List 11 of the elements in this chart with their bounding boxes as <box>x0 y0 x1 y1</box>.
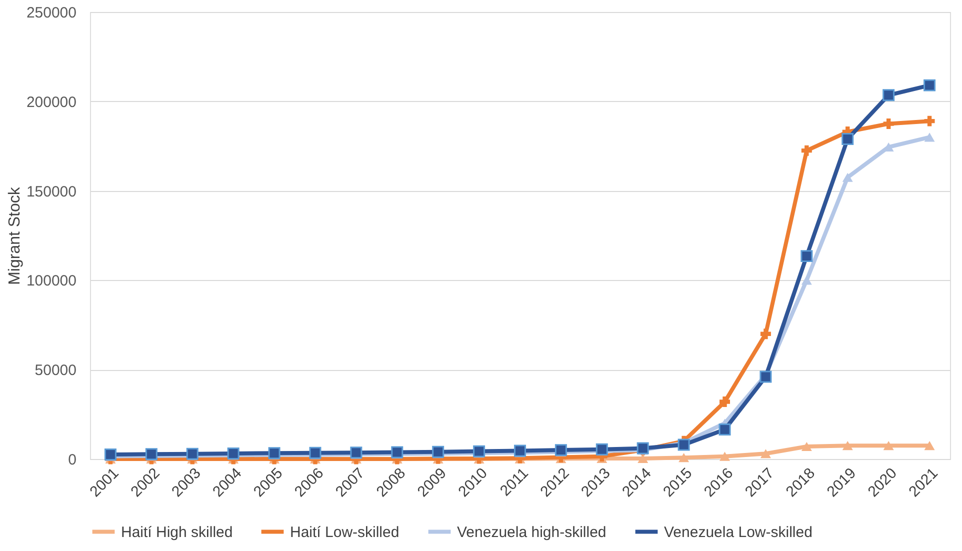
y-tick-label: 250000 <box>26 4 76 22</box>
y-tick-label: 200000 <box>26 94 76 111</box>
y-axis-title: Migrant Stock <box>6 186 24 285</box>
legend-label: Haití High skilled <box>121 524 233 541</box>
y-tick-label: 150000 <box>26 183 76 200</box>
legend-label: Venezuela Low-skilled <box>664 524 812 541</box>
legend-label: Venezuela high-skilled <box>457 524 606 541</box>
y-tick-label: 0 <box>68 452 76 468</box>
y-tick-label: 100000 <box>26 272 76 290</box>
legend-label: Haití Low-skilled <box>290 524 400 541</box>
y-tick-label: 50000 <box>34 362 76 380</box>
